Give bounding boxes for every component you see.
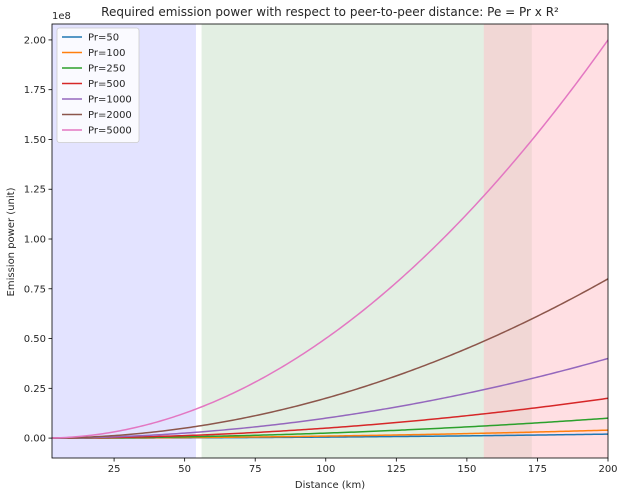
x-axis-label: Distance (km) (295, 480, 365, 491)
x-tick-label-4: 100 (316, 464, 335, 475)
x-tick-label-1: 25 (108, 464, 121, 475)
shaded-bands (52, 24, 608, 458)
legend-label-4: Pr=500 (88, 79, 125, 90)
y-tick-label-6: 1.25 (24, 185, 46, 196)
x-axis-ticks: 25 50 75 100 125 150 175 200 (108, 458, 618, 475)
x-tick-label-6: 150 (457, 464, 476, 475)
y-tick-label-5: 1.00 (24, 235, 46, 246)
legend-label-7: Pr=5000 (88, 126, 132, 137)
shaded-band-2 (201, 24, 532, 458)
y-tick-label-3: 0.50 (24, 334, 46, 345)
plot-frame (51, 23, 609, 459)
y-tick-label-2: 0.25 (24, 384, 46, 395)
y-tick-label-7: 1.50 (24, 135, 46, 146)
x-tick-label-7: 175 (528, 464, 547, 475)
legend: Pr=50 Pr=100 Pr=250 Pr=500 Pr=1000 Pr=2000 Pr=… (56, 27, 140, 143)
legend-label-5: Pr=1000 (88, 95, 132, 106)
legend-label-2: Pr=100 (88, 48, 125, 59)
y-tick-label-1: 0.00 (24, 434, 46, 445)
x-tick-label-2: 50 (178, 464, 191, 475)
y-axis-offset-text: 1e8 (52, 11, 71, 22)
legend-label-6: Pr=2000 (88, 110, 132, 121)
legend-label-1: Pr=50 (88, 33, 119, 44)
shaded-band-3 (483, 24, 608, 458)
y-tick-label-4: 0.75 (24, 284, 46, 295)
chart-title: Required emission power with respect to … (101, 5, 559, 19)
y-axis-label: Emission power (unit) (6, 187, 17, 296)
y-tick-label-8: 1.75 (24, 85, 46, 96)
series-line-4 (52, 397, 608, 439)
series-line-6 (52, 278, 608, 439)
y-tick-label-9: 2.00 (24, 35, 46, 46)
series-line-7 (52, 39, 608, 439)
x-tick-label-8: 200 (598, 464, 617, 475)
series-line-5 (52, 357, 608, 439)
y-axis-ticks: 0.00 0.25 0.50 0.75 1.00 1.25 1.50 1.75 2.00 (24, 35, 52, 445)
series-lines (52, 39, 608, 439)
x-tick-label-3: 75 (249, 464, 262, 475)
x-tick-label-5: 125 (387, 464, 406, 475)
legend-label-3: Pr=250 (88, 64, 125, 75)
